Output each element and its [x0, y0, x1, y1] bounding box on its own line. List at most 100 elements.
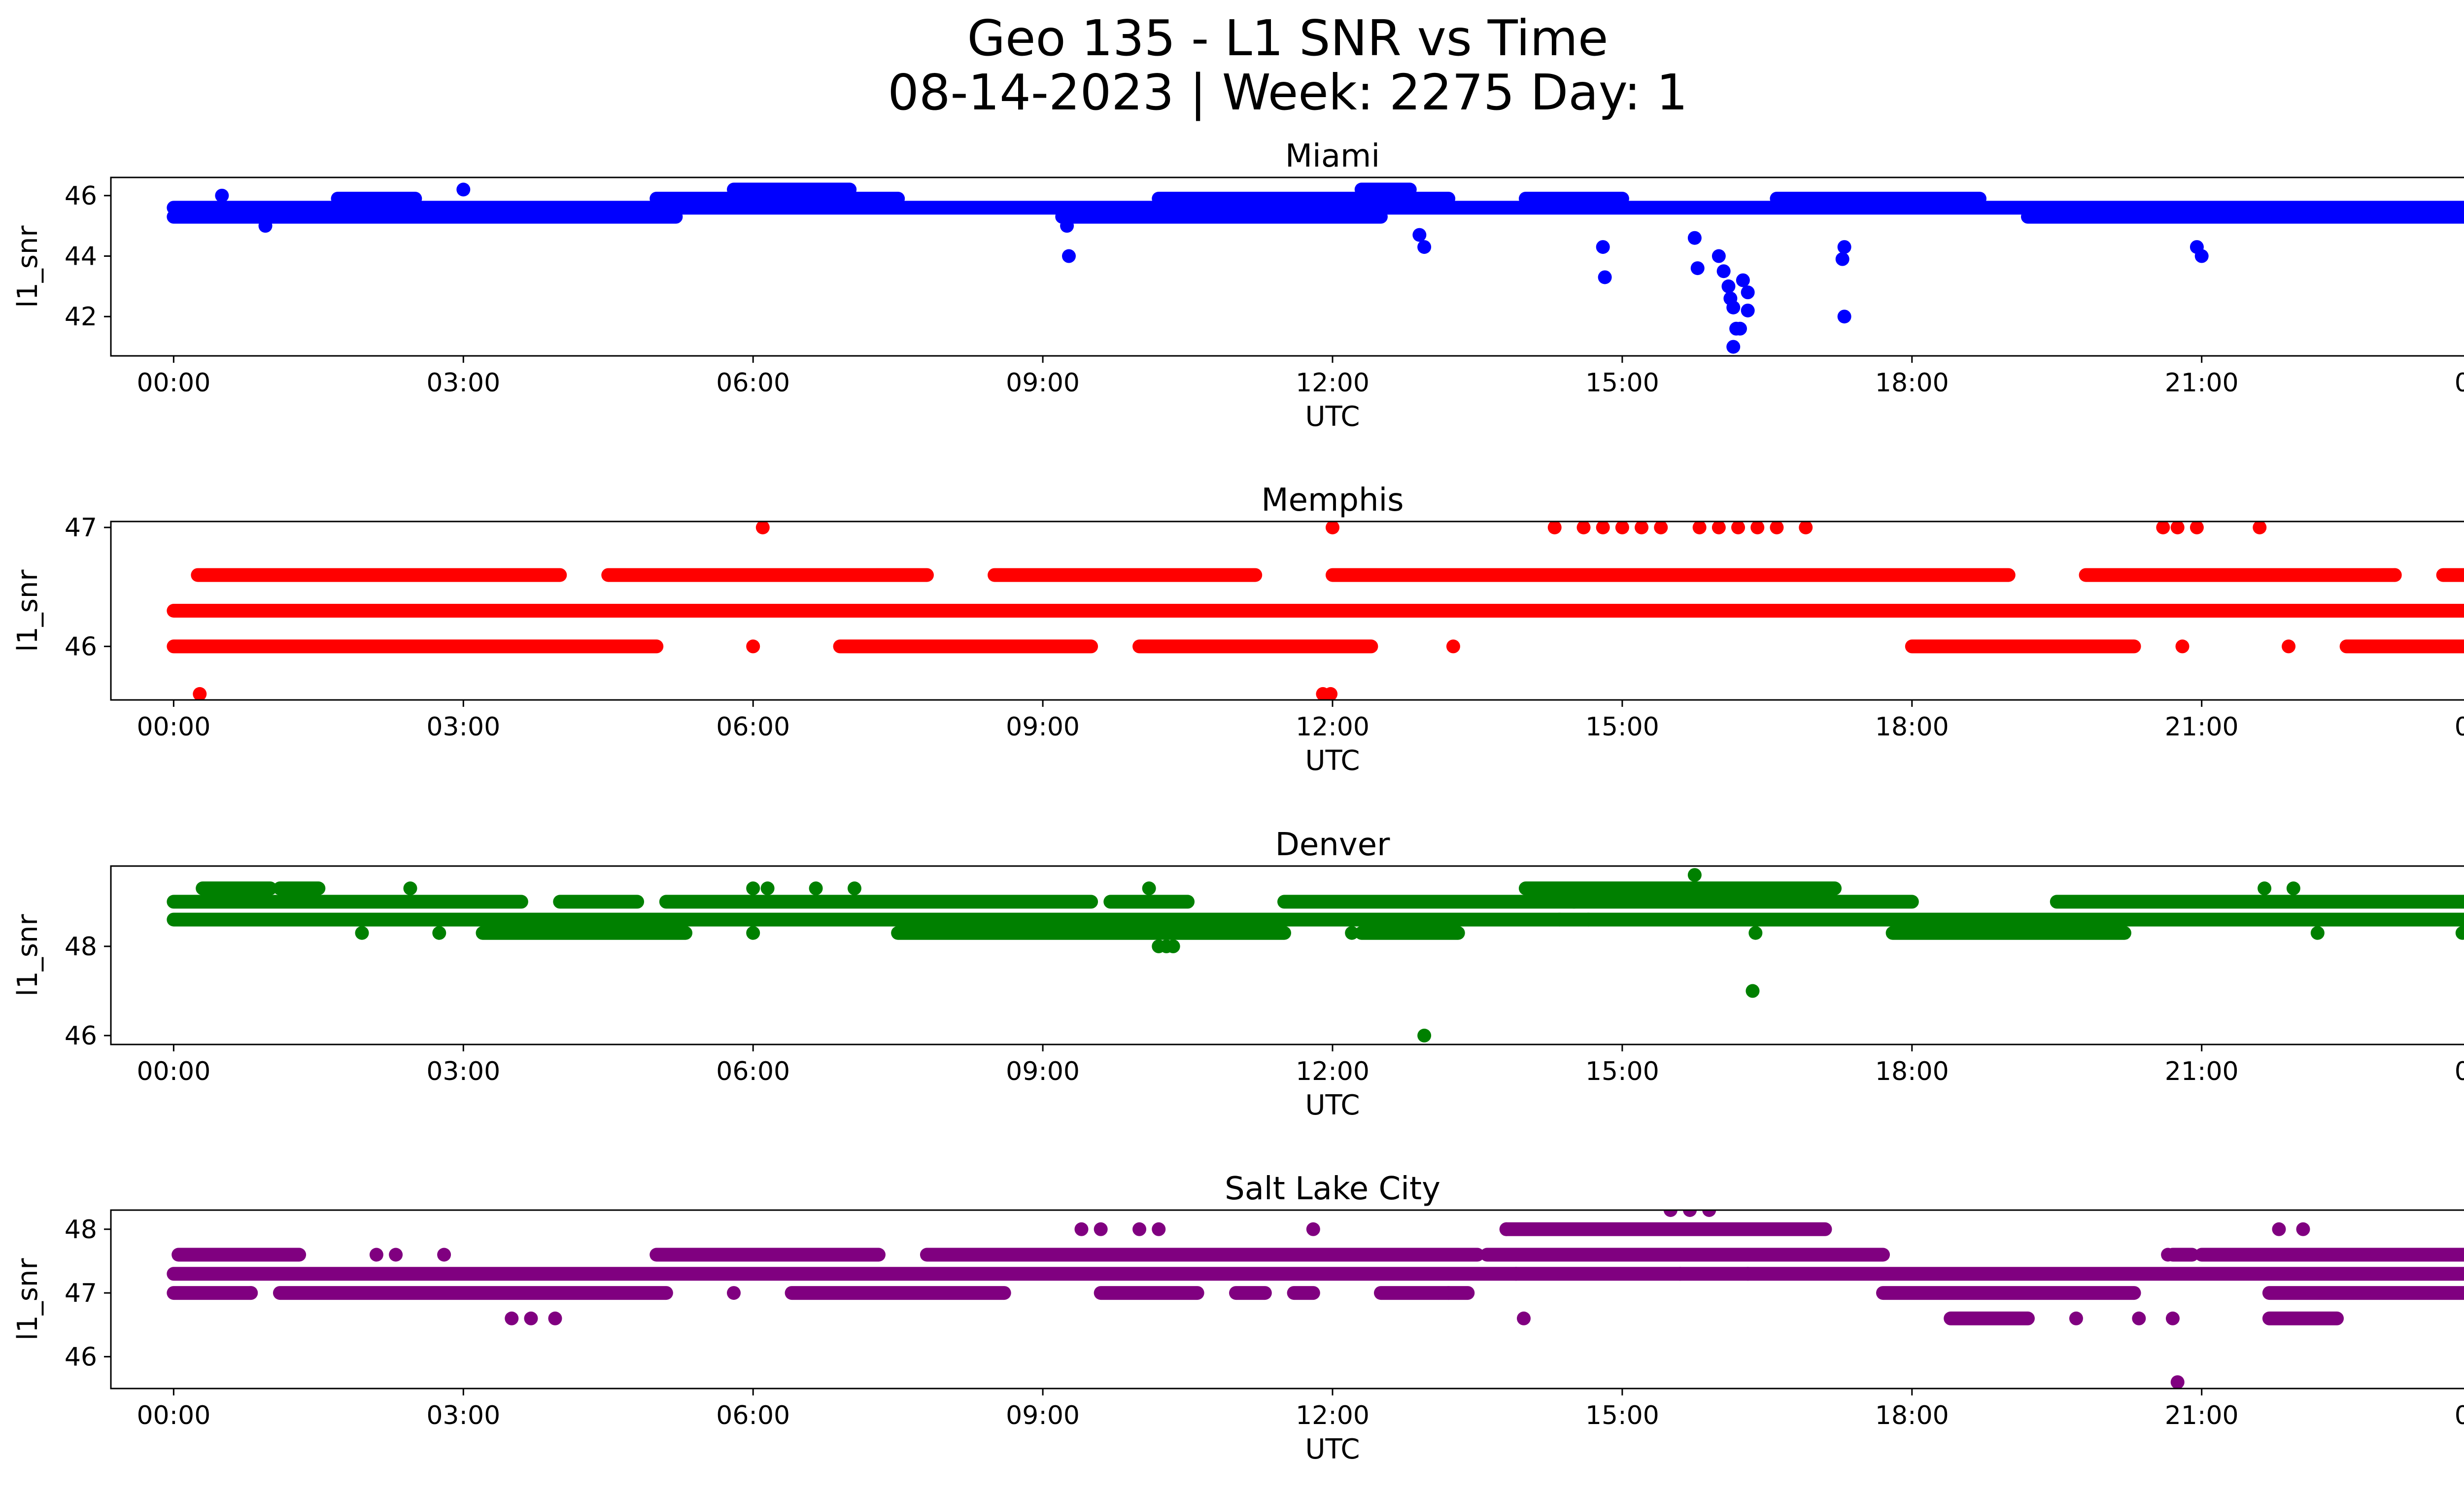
x-tick-label: 12:00	[1296, 1401, 1369, 1430]
data-point	[1417, 1028, 1432, 1043]
data-point	[1345, 926, 1359, 940]
x-tick-label: 09:00	[1006, 1057, 1080, 1086]
data-point	[2296, 1222, 2310, 1236]
data-point	[1635, 522, 1649, 535]
data-point	[1721, 279, 1736, 293]
data-point	[726, 1286, 741, 1300]
data-layer	[167, 182, 2464, 354]
data-point	[1687, 231, 1702, 245]
x-axis-label: UTC	[1305, 745, 1360, 777]
data-point	[1074, 1222, 1089, 1236]
data-point	[1166, 939, 1180, 953]
data-point	[746, 881, 760, 896]
data-point	[1835, 252, 1849, 266]
data-point	[1799, 522, 1813, 535]
data-point	[1741, 303, 1755, 317]
x-tick-label: 12:00	[1296, 1057, 1369, 1086]
data-point	[809, 881, 823, 896]
y-axis-label: l1_snr	[12, 225, 44, 308]
x-tick-label: 09:00	[1006, 1401, 1080, 1430]
chart-panels: Miami 00:00 03:00 06:00 09:00 12:00 15:00 18:00…	[12, 138, 2464, 1465]
axes-frame	[110, 865, 2464, 1045]
data-point	[1711, 522, 1726, 535]
y-tick-label: 46	[65, 632, 97, 661]
x-tick-label: 15:00	[1585, 712, 1659, 742]
x-tick-label: 00:00	[2455, 1057, 2464, 1086]
data-layer	[167, 1210, 2464, 1389]
x-tick-label: 09:00	[1006, 368, 1080, 398]
data-point	[1663, 1210, 1677, 1217]
data-point	[2170, 522, 2185, 535]
data-point	[389, 1248, 403, 1262]
data-layer	[167, 522, 2464, 700]
panel-title: Salt Lake City	[1225, 1171, 1440, 1207]
data-point	[355, 926, 369, 940]
figure-title-line2: 08-14-2023 | Week: 2275 Day: 1	[888, 64, 1687, 121]
data-point	[1750, 522, 1765, 535]
data-point	[1687, 868, 1702, 882]
data-point	[1748, 926, 1763, 940]
x-tick-label: 18:00	[1875, 1057, 1949, 1086]
data-point	[1690, 261, 1705, 276]
data-point	[1576, 522, 1591, 535]
data-point	[2272, 1222, 2286, 1236]
data-point	[1596, 522, 1610, 535]
x-tick-label: 18:00	[1875, 712, 1949, 742]
data-point	[1326, 522, 1339, 535]
data-point	[1736, 273, 1750, 287]
data-point	[1596, 240, 1610, 254]
data-point	[524, 1311, 538, 1325]
data-point	[2170, 1375, 2185, 1389]
data-layer	[167, 868, 2464, 1043]
y-axis-label: l1_snr	[12, 1258, 44, 1341]
x-tick-label: 00:00	[2455, 368, 2464, 398]
panel-0: Miami 00:00 03:00 06:00 09:00 12:00 15:00 18:00…	[12, 138, 2464, 433]
data-point	[1598, 270, 1612, 284]
data-point	[1152, 1222, 1166, 1236]
data-point	[1770, 522, 1784, 535]
x-tick-label: 15:00	[1585, 368, 1659, 398]
panel-title: Miami	[1285, 138, 1380, 174]
data-point	[1142, 881, 1156, 896]
data-point	[1741, 285, 1755, 300]
data-point	[1692, 522, 1707, 535]
x-tick-label: 12:00	[1296, 368, 1369, 398]
data-point	[2069, 1311, 2083, 1325]
x-tick-label: 06:00	[716, 1401, 790, 1430]
data-point	[1683, 1210, 1697, 1217]
data-point	[1733, 321, 1747, 336]
data-point	[1837, 240, 1851, 254]
y-tick-label: 46	[65, 1021, 97, 1051]
x-tick-label: 00:00	[2455, 1401, 2464, 1430]
data-point	[1062, 249, 1076, 263]
data-point	[1552, 912, 1567, 927]
x-tick-label: 06:00	[716, 1057, 790, 1086]
data-point	[847, 881, 861, 896]
data-point	[1726, 300, 1741, 314]
data-point	[2388, 568, 2402, 582]
data-point	[2455, 926, 2464, 940]
x-tick-label: 00:00	[2455, 712, 2464, 742]
data-point	[2310, 926, 2325, 940]
x-tick-label: 03:00	[426, 368, 500, 398]
x-tick-label: 00:00	[137, 1057, 210, 1086]
data-point	[2156, 522, 2170, 535]
y-tick-label: 46	[65, 181, 97, 211]
data-point	[1132, 1222, 1147, 1236]
data-point	[1702, 1210, 1716, 1217]
x-tick-label: 00:00	[137, 368, 210, 398]
y-tick-label: 48	[65, 932, 97, 962]
x-tick-label: 18:00	[1875, 1401, 1949, 1430]
data-point	[193, 687, 207, 700]
data-point	[2253, 522, 2267, 535]
data-point	[1547, 522, 1562, 535]
data-point	[2258, 881, 2272, 896]
data-point	[2132, 1311, 2146, 1325]
data-point	[548, 1311, 562, 1325]
y-axis-label: l1_snr	[12, 914, 44, 997]
data-point	[1673, 1267, 1687, 1281]
data-point	[2161, 1248, 2175, 1262]
data-point	[403, 881, 417, 896]
data-point	[1060, 219, 1074, 233]
